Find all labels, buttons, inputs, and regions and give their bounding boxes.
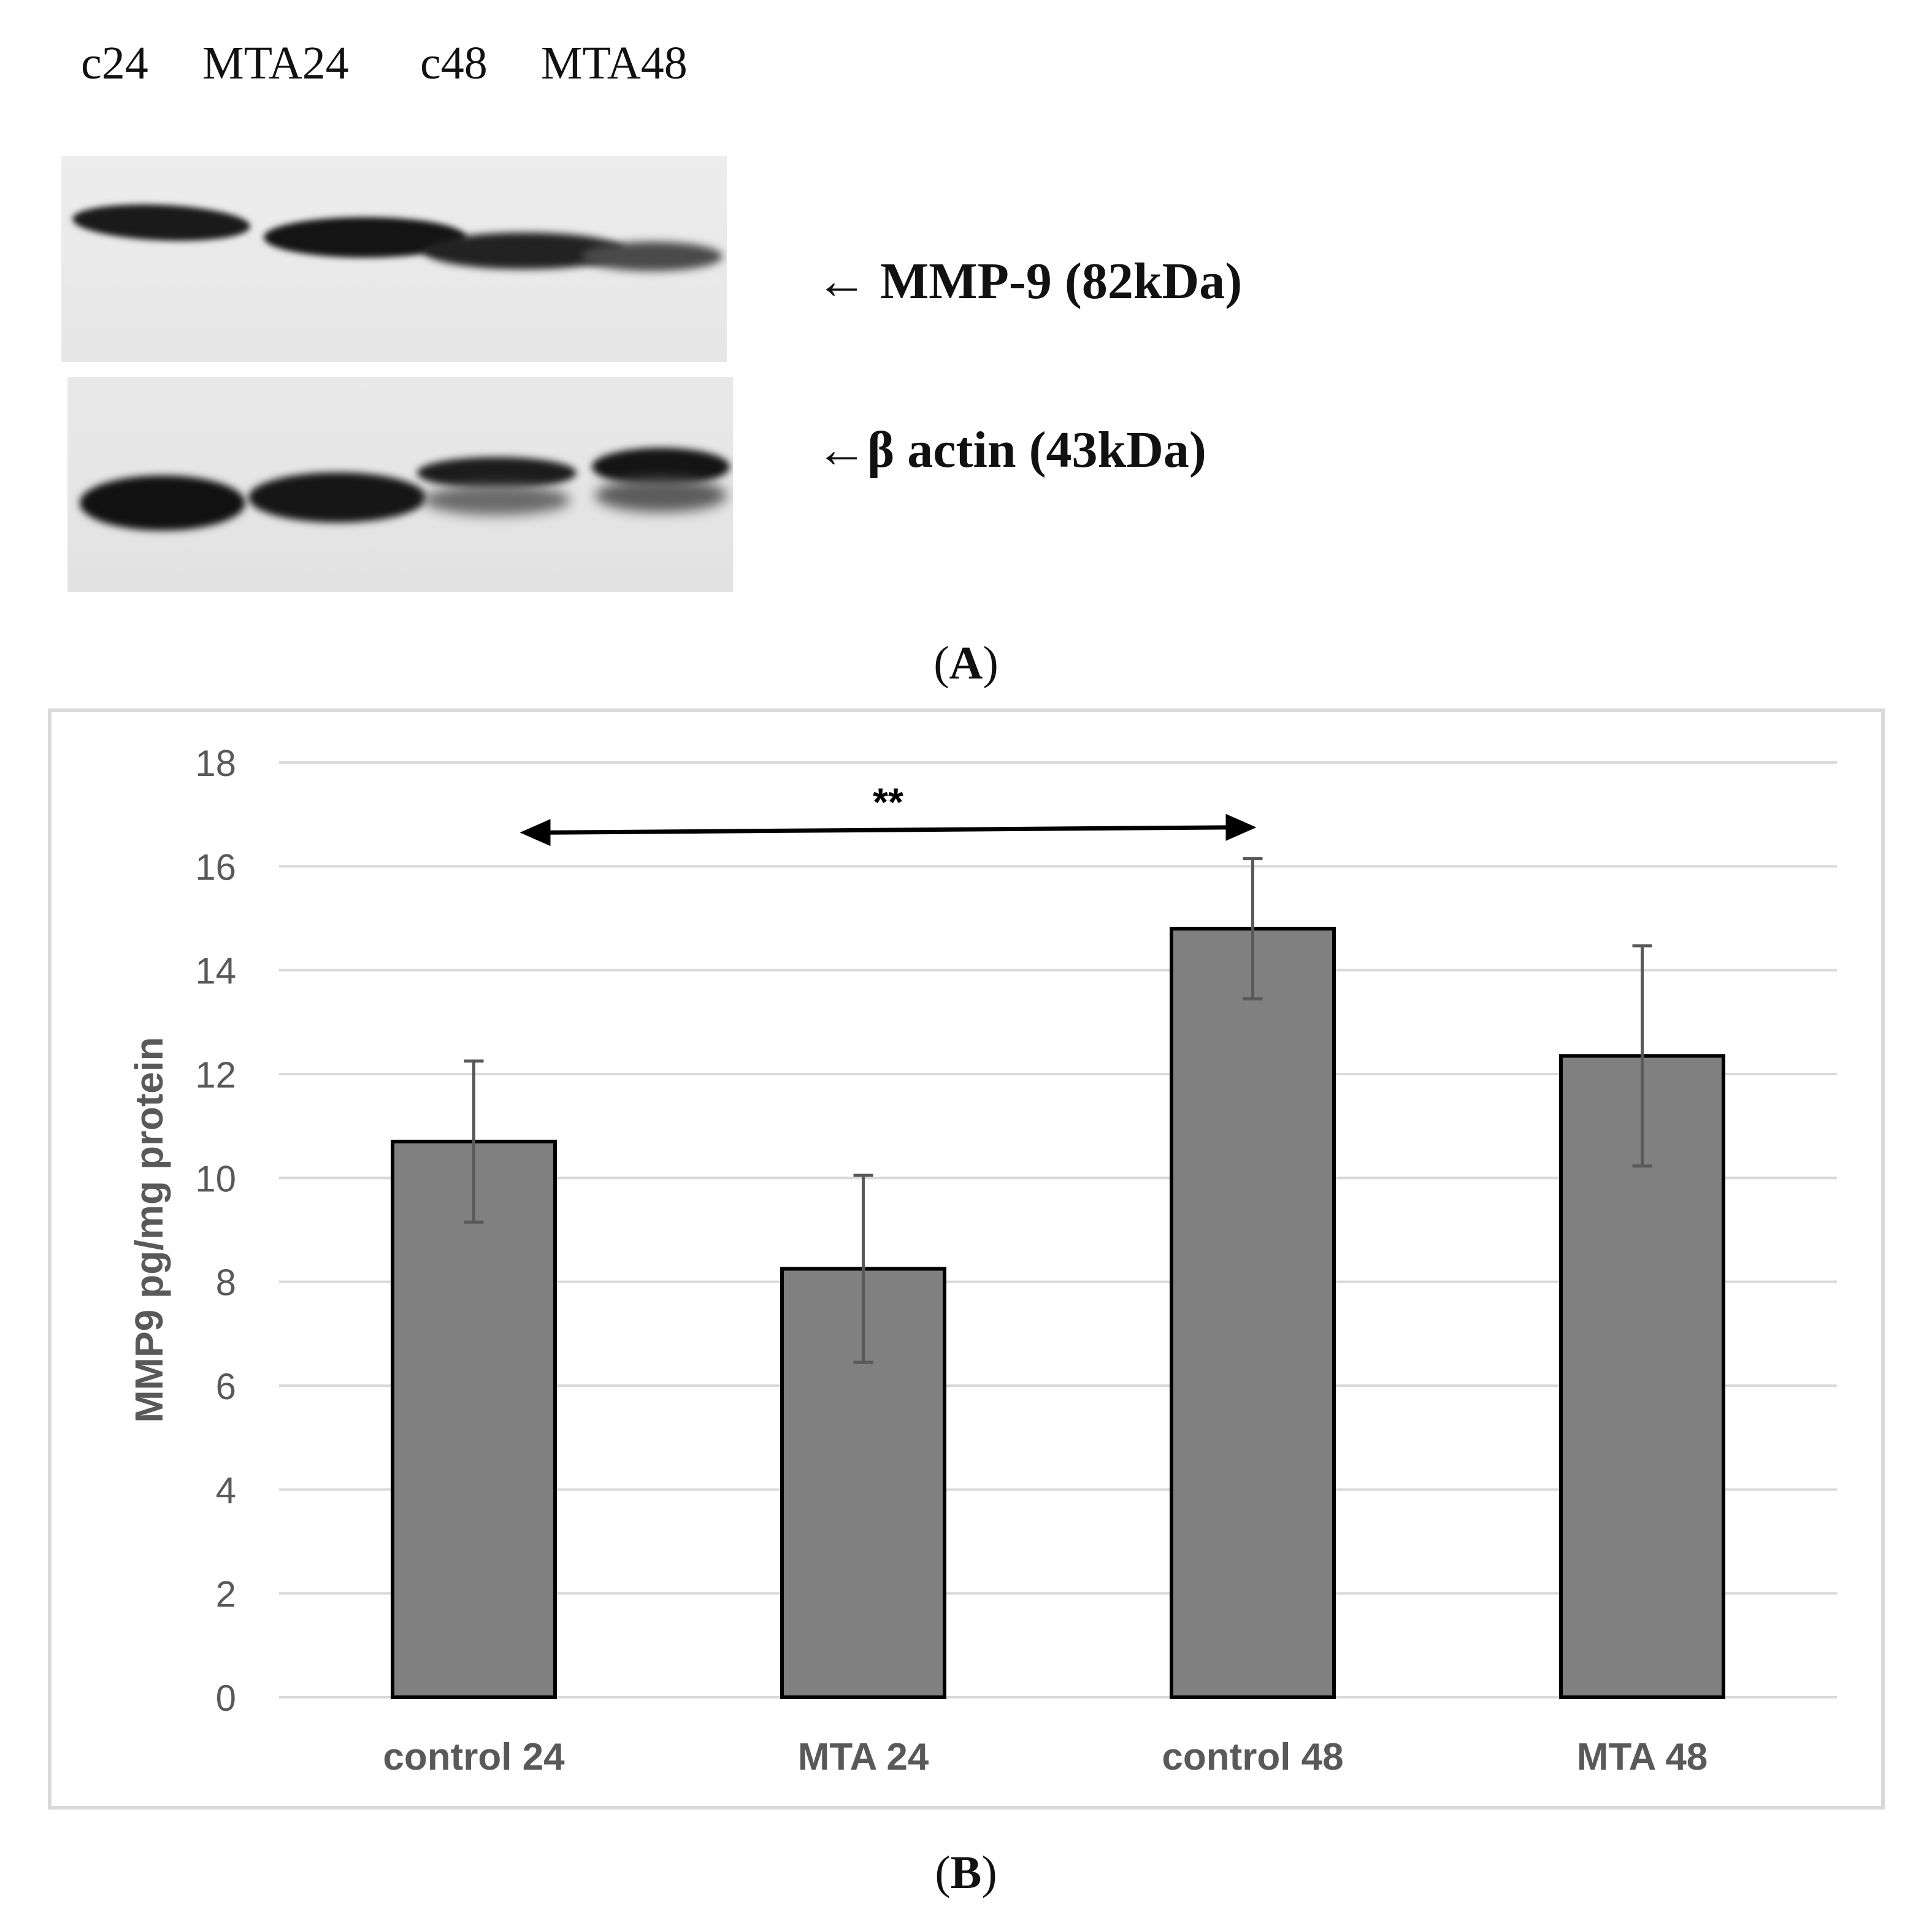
lane-label-c48: c48	[420, 37, 488, 89]
actin-band-c24	[80, 475, 245, 531]
bar	[1170, 926, 1336, 1699]
actin-band-mta24	[248, 472, 426, 523]
y-tick-label: 4	[216, 1470, 236, 1511]
significance-label: **	[873, 780, 903, 824]
lane-label-c24: c24	[81, 37, 148, 89]
significance-arrow	[548, 825, 1229, 835]
y-tick-label: 8	[216, 1262, 236, 1303]
mmp9-blot-image	[61, 156, 727, 362]
lane-label-mta24: MTA24	[202, 37, 349, 89]
y-tick-label: 2	[216, 1574, 236, 1615]
y-tick-label: 6	[216, 1366, 236, 1407]
panel-b-letter: B	[950, 1847, 982, 1898]
actin-band-mta48-lower	[595, 478, 727, 512]
beta-actin-band-label: ←β actin (43kDa)	[816, 421, 1206, 478]
panel-b-label: (B)	[935, 1847, 997, 1898]
y-axis-label: MMP9 pg/mg protein	[127, 1037, 171, 1422]
y-tick-label: 18	[195, 743, 236, 784]
mmp9-band-mta48	[581, 242, 723, 271]
x-tick-label: MTA 24	[798, 1736, 929, 1778]
x-tick-label: control 48	[1162, 1736, 1343, 1778]
y-tick-label: 0	[216, 1678, 236, 1719]
y-tick-label: 12	[195, 1054, 236, 1096]
bar	[391, 1140, 557, 1699]
y-tick-label: 16	[195, 846, 236, 888]
x-tick-label: control 24	[383, 1736, 565, 1778]
x-tick-label: MTA 48	[1577, 1736, 1708, 1778]
y-tick-label: 10	[195, 1158, 236, 1199]
mmp9-band-label: ← MMP-9 (82kDa)	[816, 253, 1243, 310]
panel-a-label: (A)	[933, 637, 999, 689]
chart-frame	[48, 708, 1885, 1810]
actin-band-c48-lower	[423, 485, 570, 515]
significance-arrowhead-right	[1225, 813, 1257, 841]
actin-band-c48	[417, 457, 577, 489]
lane-label-mta48: MTA48	[541, 37, 688, 89]
y-tick-label: 14	[195, 951, 236, 992]
panel-a-letter: A	[949, 637, 983, 689]
beta-actin-blot-image	[67, 377, 733, 592]
significance-arrowhead-left	[519, 819, 551, 846]
